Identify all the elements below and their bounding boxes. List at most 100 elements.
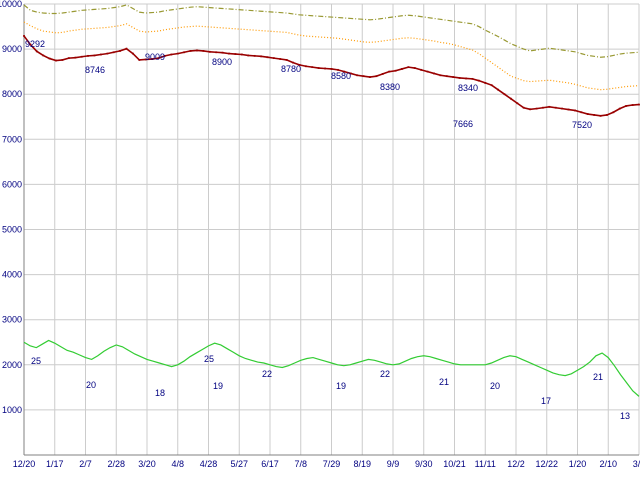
data-marker: [561, 107, 564, 110]
data-marker: [343, 70, 346, 73]
y-tick-label: 7000: [2, 134, 22, 144]
data-marker: [183, 51, 186, 54]
data-marker: [593, 114, 596, 116]
y-tick-labels: 10000 9000 8000 7000 6000 5000 4000 3000 2000 100…: [0, 0, 22, 415]
x-tick-label: 10/21: [443, 459, 466, 469]
x-tick-label: 3/20: [138, 459, 156, 469]
x-tick-label: 2/10: [599, 459, 617, 469]
data-marker: [542, 106, 544, 109]
data-marker: [477, 79, 480, 82]
y-tick-label: 8000: [2, 89, 22, 99]
y-tick-label: 10000: [0, 0, 22, 9]
data-marker: [426, 70, 429, 73]
data-marker: [112, 51, 115, 54]
data-marker: [189, 50, 192, 52]
data-marker: [119, 50, 121, 52]
y-tick-label: 5000: [2, 225, 22, 235]
data-marker: [317, 67, 320, 69]
data-marker: [228, 52, 230, 55]
x-tick-label: 12/2: [507, 459, 525, 469]
data-marker: [42, 54, 45, 57]
data-label: 8780: [281, 64, 301, 74]
data-marker: [337, 68, 339, 71]
data-marker: [330, 68, 333, 70]
data-marker: [240, 53, 243, 56]
data-marker: [247, 54, 250, 57]
x-tick-label: 7/8: [294, 459, 307, 469]
data-marker: [23, 35, 25, 37]
data-marker: [304, 65, 307, 68]
series-line-upper-dotted: [23, 21, 640, 91]
data-label: 25: [31, 356, 41, 366]
data-marker: [420, 68, 423, 71]
x-tick-label: 12/22: [535, 459, 558, 469]
series-line-top-dashed: [23, 4, 640, 58]
data-marker: [48, 57, 51, 60]
data-marker: [208, 50, 211, 53]
data-marker: [349, 72, 352, 75]
data-marker: [170, 53, 173, 56]
data-marker: [439, 74, 442, 77]
data-marker: [164, 54, 166, 57]
data-label: 13: [620, 411, 630, 421]
data-marker: [144, 58, 147, 61]
data-label: 8746: [85, 65, 105, 75]
data-marker: [80, 55, 83, 58]
data-marker: [292, 61, 294, 64]
data-label: 17: [541, 396, 551, 406]
data-label: 18: [155, 388, 165, 398]
data-label: 8900: [212, 57, 232, 67]
data-marker: [599, 114, 602, 117]
data-marker: [157, 57, 160, 60]
data-marker: [394, 69, 397, 72]
data-marker: [535, 107, 538, 110]
data-marker: [266, 56, 269, 59]
data-marker: [67, 57, 70, 60]
data-marker: [35, 50, 38, 53]
data-marker: [580, 111, 583, 114]
data-label: 20: [490, 381, 500, 391]
data-marker: [484, 82, 487, 84]
data-marker: [401, 68, 403, 70]
data-marker: [529, 108, 531, 111]
data-marker: [497, 88, 499, 91]
x-tick-label: 3/3: [633, 459, 640, 469]
data-marker: [202, 50, 205, 52]
data-marker: [221, 51, 224, 54]
data-marker: [29, 43, 32, 46]
data-marker: [362, 75, 365, 78]
data-marker: [356, 74, 359, 77]
data-labels: 9292 8746 9009 8900 8780 8580 8380 8340 7666 7520…: [25, 39, 630, 421]
data-marker: [548, 105, 551, 108]
data-marker: [279, 58, 282, 60]
data-marker: [413, 67, 416, 69]
data-marker: [625, 105, 628, 107]
data-marker: [132, 52, 134, 55]
data-marker: [369, 76, 371, 78]
data-marker: [516, 102, 519, 105]
data-label: 9292: [25, 39, 45, 49]
data-marker: [93, 54, 96, 57]
data-marker: [471, 77, 474, 80]
y-tick-label: 3000: [2, 315, 22, 325]
data-label: 19: [213, 381, 223, 391]
data-marker: [176, 52, 179, 55]
data-marker: [522, 106, 525, 109]
data-marker: [125, 47, 128, 50]
data-label: 20: [86, 380, 96, 390]
data-label: 21: [439, 377, 449, 387]
data-marker: [324, 67, 326, 70]
data-marker: [272, 57, 275, 60]
data-marker: [151, 58, 154, 60]
data-marker: [567, 108, 570, 111]
data-marker: [465, 77, 467, 80]
x-tick-label: 9/30: [415, 459, 433, 469]
data-marker: [253, 54, 256, 57]
x-tick-label: 2/28: [107, 459, 125, 469]
x-tick-labels: 12/20 1/17 2/7 2/28 3/20 4/8 4/28 5/27 6/17 7/8 7/…: [13, 459, 640, 469]
x-tick-label: 11/11: [475, 459, 496, 469]
data-marker: [381, 73, 384, 75]
data-marker: [606, 114, 608, 116]
